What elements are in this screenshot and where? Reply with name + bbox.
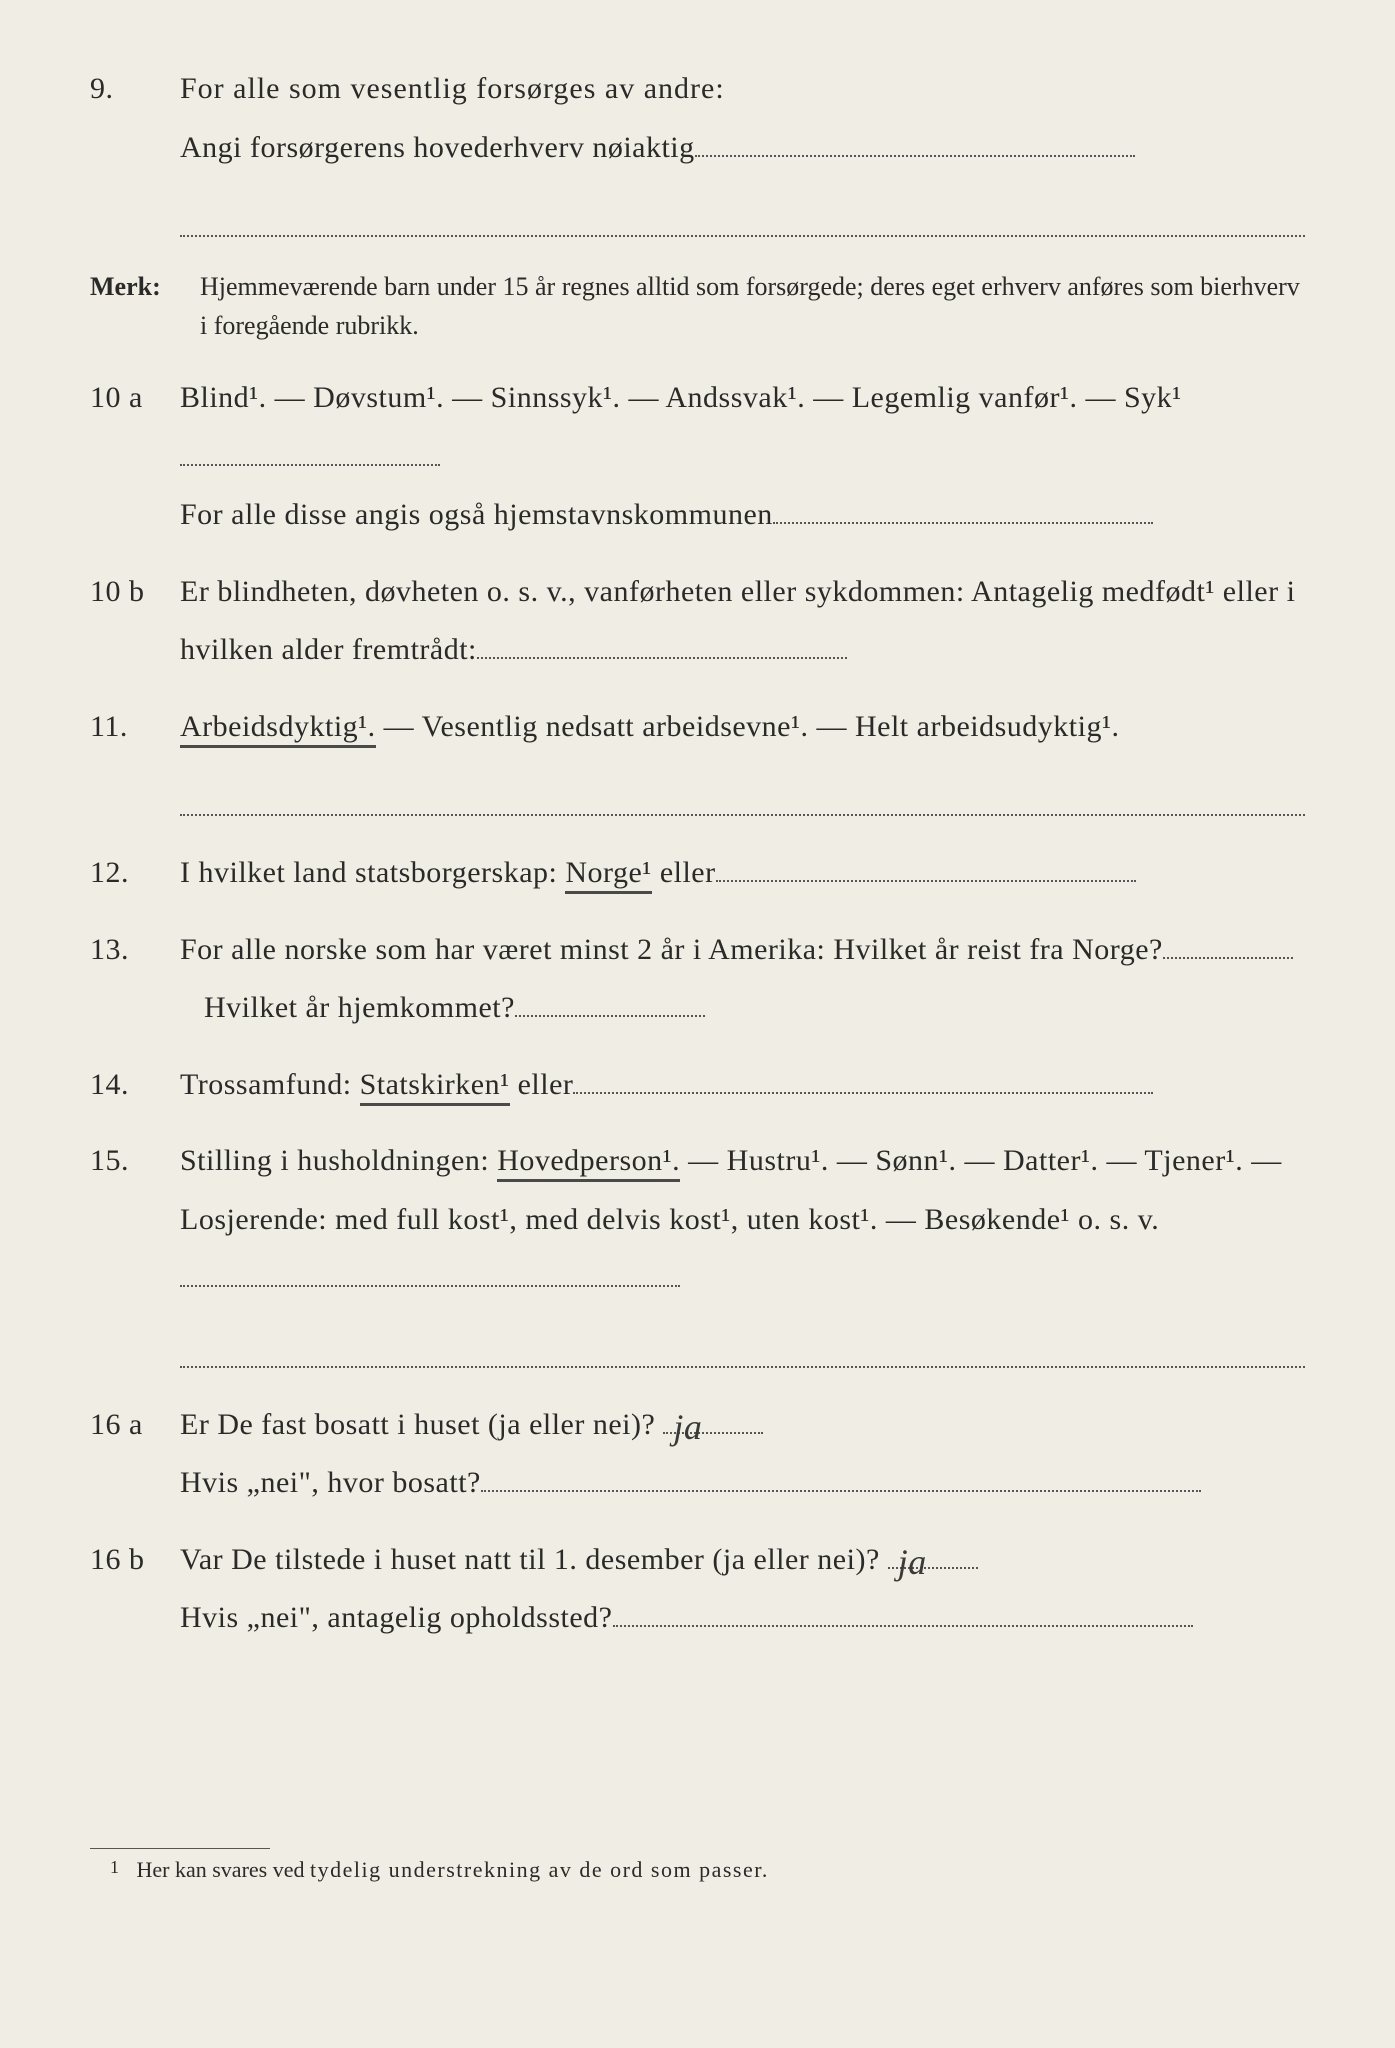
q9-fill-2[interactable] [180, 189, 1305, 237]
q12-content: I hvilket land statsborgerskap: Norge¹ e… [180, 844, 1305, 903]
q16a-line1: Er De fast bosatt i huset (ja eller nei)… [180, 1396, 1305, 1455]
question-12: 12. I hvilket land statsborgerskap: Norg… [90, 844, 1305, 903]
q13-text-a: For alle norske som har været minst 2 år… [180, 933, 1163, 966]
q10b-fill[interactable] [477, 657, 847, 659]
merk-label: Merk: [90, 267, 200, 345]
question-11: 11. Arbeidsdyktig¹. — Vesentlig nedsatt … [90, 698, 1305, 827]
q14-text-a: Trossamfund: [180, 1068, 360, 1101]
q14-fill[interactable] [573, 1092, 1153, 1094]
question-15: 15. Stilling i husholdningen: Hovedperso… [90, 1132, 1305, 1378]
q16b-answer: ja [898, 1527, 927, 1597]
q16b-fill-2[interactable] [613, 1625, 1193, 1627]
q14-number: 14. [90, 1056, 180, 1115]
q10b-text: Er blindheten, døvheten o. s. v., vanfør… [180, 575, 1295, 667]
q15-number: 15. [90, 1132, 180, 1378]
question-10a: 10 a Blind¹. — Døvstum¹. — Sinnssyk¹. — … [90, 369, 1305, 545]
q15-selected[interactable]: Hovedperson¹. [497, 1144, 680, 1182]
q14-content: Trossamfund: Statskirken¹ eller [180, 1056, 1305, 1115]
q16a-number: 16 a [90, 1396, 180, 1513]
q13-text-b: Hvilket år hjemkommet? [204, 991, 515, 1024]
q9-content: For alle som vesentlig forsørges av andr… [180, 60, 1305, 247]
q11-rest: — Vesentlig nedsatt arbeidsevne¹. — Helt… [376, 710, 1120, 743]
q16a-fill-2[interactable] [481, 1490, 1201, 1492]
q12-number: 12. [90, 844, 180, 903]
question-14: 14. Trossamfund: Statskirken¹ eller [90, 1056, 1305, 1115]
census-form-page: 9. For alle som vesentlig forsørges av a… [0, 0, 1395, 2048]
footnote-number: 1 [110, 1857, 119, 1877]
q9-heading: For alle som vesentlig forsørges av andr… [180, 60, 1305, 119]
q11-number: 11. [90, 698, 180, 827]
q13-number: 13. [90, 921, 180, 1038]
q16b-question: Var De tilstede i huset natt til 1. dese… [180, 1543, 880, 1576]
q9-line1: Angi forsørgerens hovederhverv nøiaktig [180, 119, 1305, 178]
q10b-content: Er blindheten, døvheten o. s. v., vanfør… [180, 563, 1305, 680]
q15-fill-1[interactable] [180, 1285, 680, 1287]
q16a-line2: Hvis „nei", hvor bosatt? [180, 1454, 1305, 1513]
q15-text-a: Stilling i husholdningen: [180, 1144, 497, 1177]
q11-content: Arbeidsdyktig¹. — Vesentlig nedsatt arbe… [180, 698, 1305, 827]
q14-text-b: eller [510, 1068, 574, 1101]
q16b-line2: Hvis „nei", antagelig opholdssted? [180, 1589, 1305, 1648]
q13-content: For alle norske som har været minst 2 år… [180, 921, 1305, 1038]
footnote: 1 Her kan svares ved tydelig understrekn… [90, 1857, 1305, 1883]
q10a-options-text: Blind¹. — Døvstum¹. — Sinnssyk¹. — Andss… [180, 381, 1182, 414]
q16a-line2-text: Hvis „nei", hvor bosatt? [180, 1466, 481, 1499]
question-16a: 16 a Er De fast bosatt i huset (ja eller… [90, 1396, 1305, 1513]
q10a-line2-text: For alle disse angis også hjemstavnskomm… [180, 498, 773, 531]
q12-selected[interactable]: Norge¹ [565, 856, 651, 894]
q9-fill-1[interactable] [695, 155, 1135, 157]
merk-text: Hjemmeværende barn under 15 år regnes al… [200, 267, 1305, 345]
q16b-answer-field[interactable]: ja [888, 1567, 978, 1569]
question-13: 13. For alle norske som har været minst … [90, 921, 1305, 1038]
footnote-text-a: Her kan svares ved [137, 1857, 311, 1882]
note-merk: Merk: Hjemmeværende barn under 15 år reg… [90, 267, 1305, 345]
footnote-rule [90, 1848, 270, 1849]
q10a-fill-1[interactable] [180, 464, 440, 466]
q16a-answer: ja [673, 1392, 702, 1462]
q14-selected[interactable]: Statskirken¹ [360, 1068, 510, 1106]
q16b-number: 16 b [90, 1531, 180, 1648]
q9-number: 9. [90, 60, 180, 247]
q11-fill[interactable] [180, 768, 1305, 816]
q15-content: Stilling i husholdningen: Hovedperson¹. … [180, 1132, 1305, 1378]
q13-fill-2[interactable] [515, 1015, 705, 1017]
q16a-answer-field[interactable]: ja [663, 1432, 763, 1434]
q10a-options: Blind¹. — Døvstum¹. — Sinnssyk¹. — Andss… [180, 369, 1305, 486]
q10a-fill-2[interactable] [773, 522, 1153, 524]
q15-fill-2[interactable] [180, 1320, 1305, 1368]
q13-fill-1[interactable] [1163, 957, 1293, 959]
q10a-line2: For alle disse angis også hjemstavnskomm… [180, 486, 1305, 545]
q11-selected[interactable]: Arbeidsdyktig¹. [180, 710, 376, 748]
question-9: 9. For alle som vesentlig forsørges av a… [90, 60, 1305, 247]
question-16b: 16 b Var De tilstede i huset natt til 1.… [90, 1531, 1305, 1648]
q16b-content: Var De tilstede i huset natt til 1. dese… [180, 1531, 1305, 1648]
q16b-line2-text: Hvis „nei", antagelig opholdssted? [180, 1601, 613, 1634]
q10a-content: Blind¹. — Døvstum¹. — Sinnssyk¹. — Andss… [180, 369, 1305, 545]
q16b-line1: Var De tilstede i huset natt til 1. dese… [180, 1531, 1305, 1590]
q9-line1-text: Angi forsørgerens hovederhverv nøiaktig [180, 131, 695, 164]
question-10b: 10 b Er blindheten, døvheten o. s. v., v… [90, 563, 1305, 680]
q16a-question: Er De fast bosatt i huset (ja eller nei)… [180, 1408, 655, 1441]
q12-text-b: eller [652, 856, 716, 889]
footnote-bold: tydelig understrekning av de ord som pas… [310, 1857, 769, 1882]
q16a-content: Er De fast bosatt i huset (ja eller nei)… [180, 1396, 1305, 1513]
q12-text-a: I hvilket land statsborgerskap: [180, 856, 565, 889]
q12-fill[interactable] [716, 880, 1136, 882]
q10a-number: 10 a [90, 369, 180, 545]
q10b-number: 10 b [90, 563, 180, 680]
